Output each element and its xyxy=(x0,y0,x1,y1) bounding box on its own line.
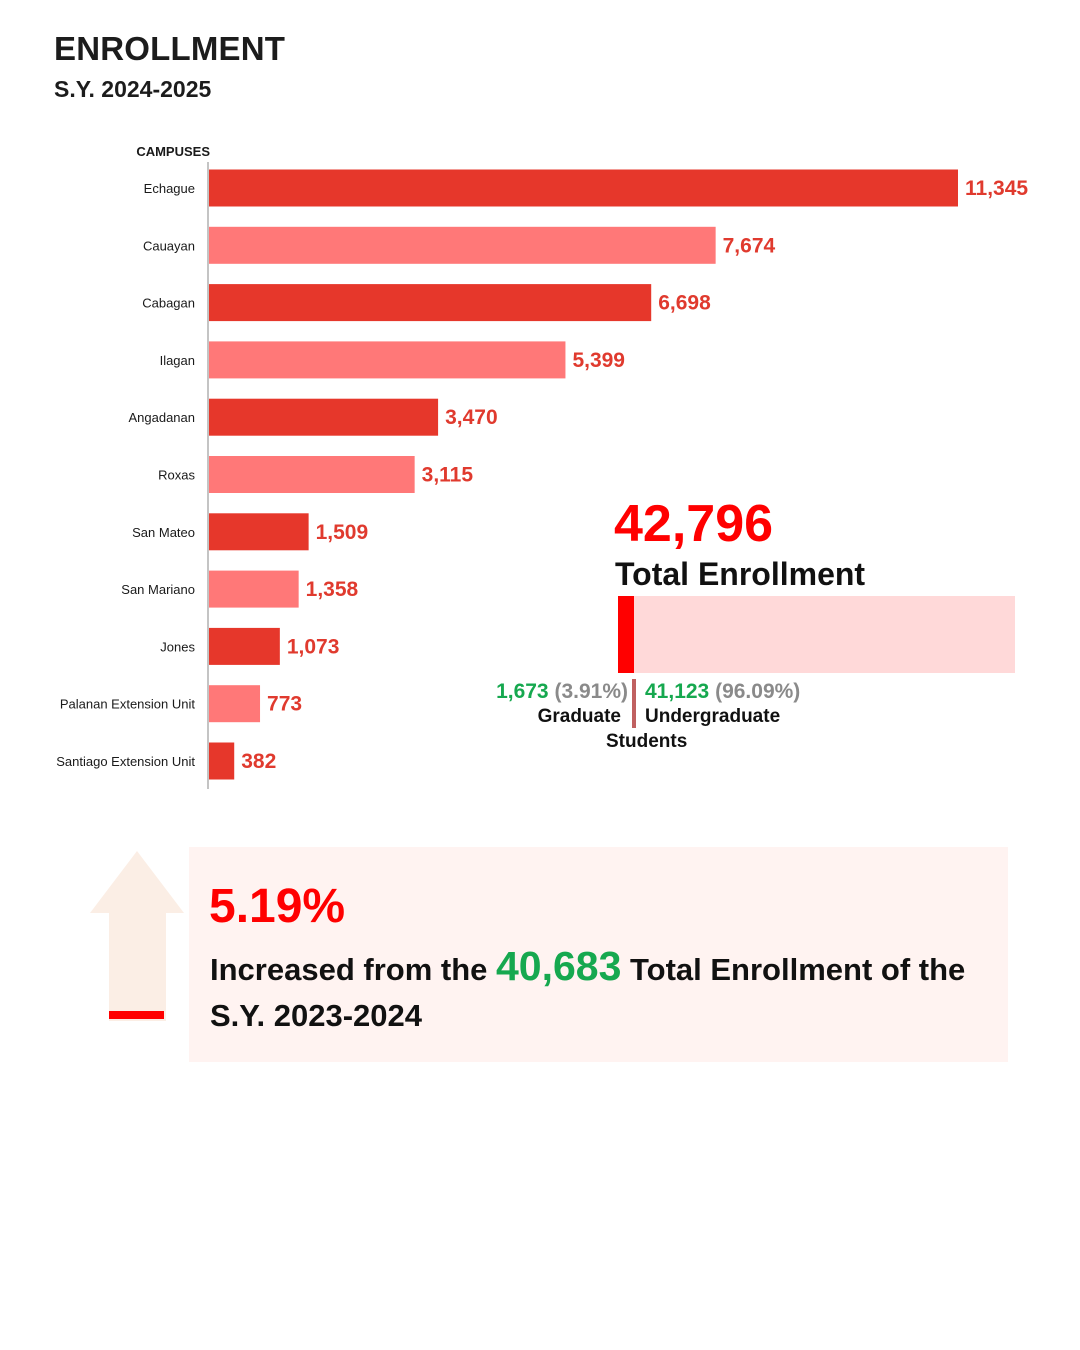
category-label: San Mariano xyxy=(121,582,195,597)
undergraduate-stat: 41,123 (96.09%) xyxy=(645,680,800,704)
total-enrollment-value: 42,796 xyxy=(614,495,774,553)
campus-bar-chart: CAMPUSES Echague 11,345 Cauayan 7,674 Cabaga… xyxy=(56,144,1028,789)
up-arrow-icon xyxy=(90,851,185,1021)
value-label: 1,358 xyxy=(306,578,359,601)
graduate-share-fill xyxy=(618,596,634,673)
y-axis-title: CAMPUSES xyxy=(136,144,210,159)
category-label: Roxas xyxy=(158,468,195,483)
category-label: Jones xyxy=(160,639,195,654)
total-enrollment-label: Total Enrollment xyxy=(615,556,866,592)
bar xyxy=(209,341,566,379)
increase-callout: 5.19% Increased from the 40,683 Total En… xyxy=(189,847,1008,1062)
previous-total-value: 40,683 xyxy=(495,943,622,989)
graduate-stat: 1,673 (3.91%) xyxy=(496,680,628,704)
category-label: Echague xyxy=(144,181,195,196)
graduate-percent: (3.91%) xyxy=(554,680,628,703)
bar xyxy=(209,627,280,665)
graduate-label: Graduate xyxy=(537,706,621,727)
category-label: Ilagan xyxy=(160,353,195,368)
bar xyxy=(209,742,235,780)
category-label: Angadanan xyxy=(128,410,195,425)
bar xyxy=(209,284,652,322)
bar xyxy=(209,456,415,493)
undergraduate-share-fill xyxy=(633,596,1015,673)
increase-text-after: Total Enrollment of the S.Y. 2023-2024 xyxy=(210,952,966,1033)
value-label: 382 xyxy=(241,750,276,773)
increase-text-before: Increased from the xyxy=(210,952,496,987)
category-label: Santiago Extension Unit xyxy=(56,754,195,769)
student-split-bar xyxy=(618,596,1015,673)
page-title: ENROLLMENT xyxy=(54,30,286,67)
value-label: 6,698 xyxy=(658,292,711,315)
category-label: Cauayan xyxy=(143,238,195,253)
bar xyxy=(209,685,261,723)
bar xyxy=(209,226,716,264)
value-label: 3,115 xyxy=(422,464,474,487)
split-divider xyxy=(632,679,636,728)
undergraduate-label: Undergraduate xyxy=(645,706,781,727)
category-label: Palanan Extension Unit xyxy=(60,697,196,712)
students-label: Students xyxy=(606,731,688,752)
page-subtitle: S.Y. 2024-2025 xyxy=(54,76,212,102)
value-label: 1,509 xyxy=(316,521,369,544)
value-label: 11,345 xyxy=(965,177,1028,200)
bar xyxy=(209,398,439,436)
increase-percent: 5.19% xyxy=(209,880,346,933)
value-label: 773 xyxy=(267,693,302,716)
bar xyxy=(209,570,299,608)
graduate-count: 1,673 xyxy=(496,680,549,703)
value-label: 1,073 xyxy=(287,635,340,658)
category-label: Cabagan xyxy=(142,296,195,311)
value-label: 3,470 xyxy=(445,406,498,429)
value-label: 7,674 xyxy=(723,234,776,257)
bar xyxy=(209,513,309,551)
undergraduate-count: 41,123 xyxy=(645,680,710,703)
category-label: San Mateo xyxy=(132,525,195,540)
undergraduate-percent: (96.09%) xyxy=(715,680,801,703)
bar xyxy=(209,169,958,207)
value-label: 5,399 xyxy=(572,349,625,372)
increase-description: Increased from the 40,683 Total Enrollme… xyxy=(210,943,1000,1039)
